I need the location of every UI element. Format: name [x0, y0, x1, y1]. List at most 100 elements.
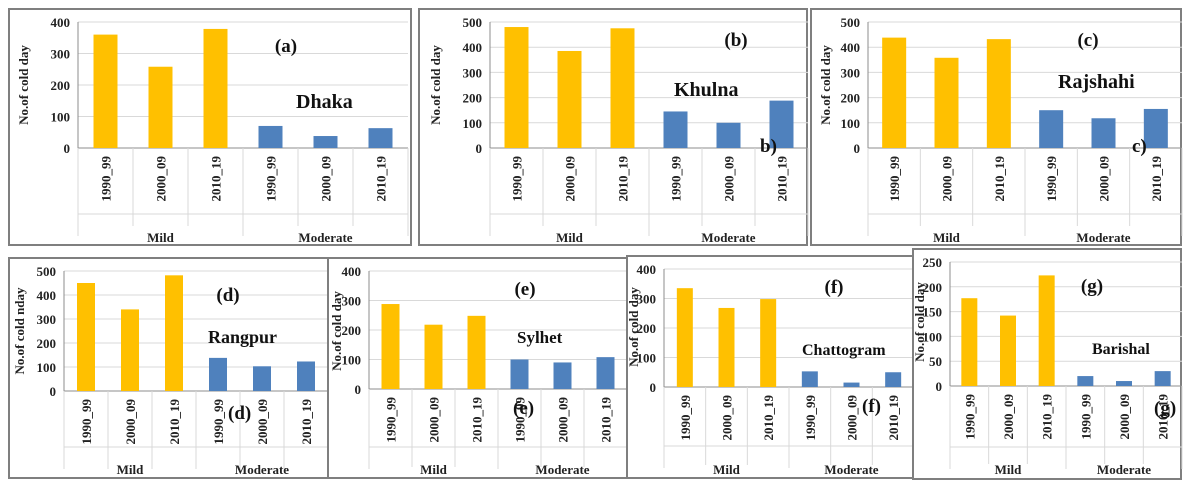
- y-axis-label: No.of cold day: [818, 45, 833, 125]
- x-category-label: 2000_09: [940, 156, 955, 202]
- chart-svg: 0 100 200 300 400 500 1990_99 2000_09 2010_19 199…: [12, 264, 329, 477]
- x-category-label: 2000_09: [1001, 394, 1016, 440]
- group-label-mild: Mild: [933, 230, 960, 245]
- group-label-moderate: Moderate: [235, 462, 289, 477]
- bar-moderate-1990_99: [209, 357, 227, 391]
- x-category-label: 2010_19: [374, 156, 389, 202]
- group-label-moderate: Moderate: [1076, 230, 1130, 245]
- x-category-label: 1990_99: [1044, 156, 1059, 202]
- bar-mild-2010_19: [760, 299, 777, 387]
- y-tick-label: 100: [37, 360, 57, 375]
- panel-tag-repeat: c): [1132, 136, 1147, 157]
- bar-mild-1990_99: [77, 283, 95, 391]
- panel-tag: (c): [1077, 30, 1098, 51]
- chart-panel-barishal: 0 50 100 150 200 250 1990_99 2000_09 2010_19 1990…: [912, 248, 1183, 480]
- x-category-label: 1990_99: [669, 156, 684, 202]
- bar-moderate-2010_19: [1143, 108, 1168, 148]
- chart-svg: 0 100 200 300 400 1990_99 2000_09 2010_19 1990_9…: [329, 264, 628, 477]
- y-axis-label: No.of cold day: [329, 291, 344, 371]
- panel-tag: (e): [514, 279, 535, 300]
- y-tick-label: 200: [841, 91, 861, 106]
- y-tick-label: 0: [650, 380, 657, 395]
- bar-moderate-1990_99: [663, 111, 688, 148]
- y-tick-label: 200: [51, 78, 71, 93]
- x-category-label: 2000_09: [845, 395, 860, 441]
- bar-moderate-2010_19: [885, 372, 902, 387]
- y-tick-label: 50: [929, 354, 942, 369]
- bar-mild-2010_19: [203, 28, 228, 148]
- bar-mild-1990_99: [961, 298, 978, 386]
- panel-tag-repeat: (e): [513, 398, 534, 419]
- y-tick-label: 500: [841, 15, 861, 30]
- y-tick-label: 0: [854, 141, 861, 156]
- bar-mild-1990_99: [504, 27, 529, 148]
- panel-tag: (f): [825, 277, 844, 298]
- panel-tag: (b): [724, 30, 747, 51]
- chart-svg: 0 50 100 150 200 250 1990_99 2000_09 2010_19 1990…: [912, 255, 1183, 477]
- group-label-mild: Mild: [147, 230, 174, 245]
- chart-svg: 0 100 200 300 400 500 1990_99 2000_09 2010_19 199…: [818, 15, 1183, 245]
- bar-mild-2010_19: [1038, 275, 1055, 386]
- group-label-moderate: Moderate: [298, 230, 352, 245]
- panel-tag-repeat: (f): [862, 396, 881, 417]
- x-category-label: 2000_09: [427, 397, 442, 443]
- chart-panel-rajshahi: 0 100 200 300 400 500 1990_99 2000_09 2010_19 199…: [810, 8, 1183, 246]
- y-tick-label: 300: [637, 292, 657, 307]
- x-category-label: 2010_19: [1040, 394, 1055, 440]
- x-category-label: 2000_09: [319, 156, 334, 202]
- x-category-label: 2010_19: [470, 397, 485, 443]
- y-tick-label: 100: [342, 353, 362, 368]
- group-label-mild: Mild: [117, 462, 144, 477]
- city-label: Barishal: [1092, 341, 1150, 358]
- y-tick-label: 100: [463, 116, 483, 131]
- chart-panel-sylhet: 0 100 200 300 400 1990_99 2000_09 2010_19 1990_9…: [327, 257, 629, 479]
- y-tick-label: 0: [476, 141, 483, 156]
- bar-moderate-1990_99: [258, 125, 283, 148]
- panel-tag: (a): [275, 36, 297, 57]
- x-category-label: 1990_99: [1078, 394, 1093, 440]
- y-tick-label: 400: [51, 15, 71, 30]
- bar-mild-2000_09: [148, 66, 173, 148]
- x-category-label: 1990_99: [79, 399, 94, 445]
- bar-moderate-2000_09: [253, 366, 271, 391]
- x-category-label: 1990_99: [384, 397, 399, 443]
- y-tick-label: 200: [37, 336, 57, 351]
- x-category-label: 2000_09: [720, 395, 735, 441]
- x-category-label: 2010_19: [886, 395, 901, 441]
- bar-moderate-1990_99: [1039, 110, 1064, 148]
- group-label-moderate: Moderate: [824, 462, 878, 477]
- bar-moderate-2000_09: [313, 136, 338, 148]
- y-tick-label: 400: [463, 40, 483, 55]
- x-category-label: 2010_19: [599, 397, 614, 443]
- y-tick-label: 0: [936, 379, 943, 394]
- x-category-label: 2010_19: [992, 156, 1007, 202]
- bar-mild-1990_99: [676, 288, 693, 387]
- chart-panel-khulna: 0 100 200 300 400 500 1990_99 2000_09 2010_19 199…: [418, 8, 809, 246]
- x-category-label: 2000_09: [722, 156, 737, 202]
- bar-moderate-2000_09: [843, 382, 860, 387]
- y-tick-label: 0: [64, 141, 71, 156]
- x-category-label: 2000_09: [1117, 394, 1132, 440]
- group-label-mild: Mild: [420, 462, 447, 477]
- y-tick-label: 250: [923, 255, 943, 270]
- bar-moderate-2010_19: [1154, 371, 1171, 386]
- x-category-label: 2010_19: [1156, 394, 1171, 440]
- y-tick-label: 200: [637, 321, 657, 336]
- y-tick-label: 500: [37, 264, 57, 279]
- y-tick-label: 100: [923, 329, 943, 344]
- y-tick-label: 100: [637, 351, 657, 366]
- y-tick-label: 300: [37, 312, 57, 327]
- city-label: Sylhet: [517, 328, 563, 347]
- group-label-moderate: Moderate: [1097, 462, 1151, 477]
- y-tick-label: 300: [51, 47, 71, 62]
- y-axis-label: No.of cold day: [626, 287, 641, 367]
- y-axis-label: No.of cold day: [16, 45, 31, 125]
- y-tick-label: 400: [342, 264, 362, 279]
- y-tick-label: 100: [51, 110, 71, 125]
- bar-mild-2010_19: [165, 275, 183, 391]
- bar-moderate-1990_99: [801, 371, 818, 387]
- x-category-label: 2010_19: [1149, 156, 1164, 202]
- x-category-label: 2000_09: [1097, 156, 1112, 202]
- x-category-label: 2000_09: [123, 399, 138, 445]
- x-category-label: 2000_09: [563, 156, 578, 202]
